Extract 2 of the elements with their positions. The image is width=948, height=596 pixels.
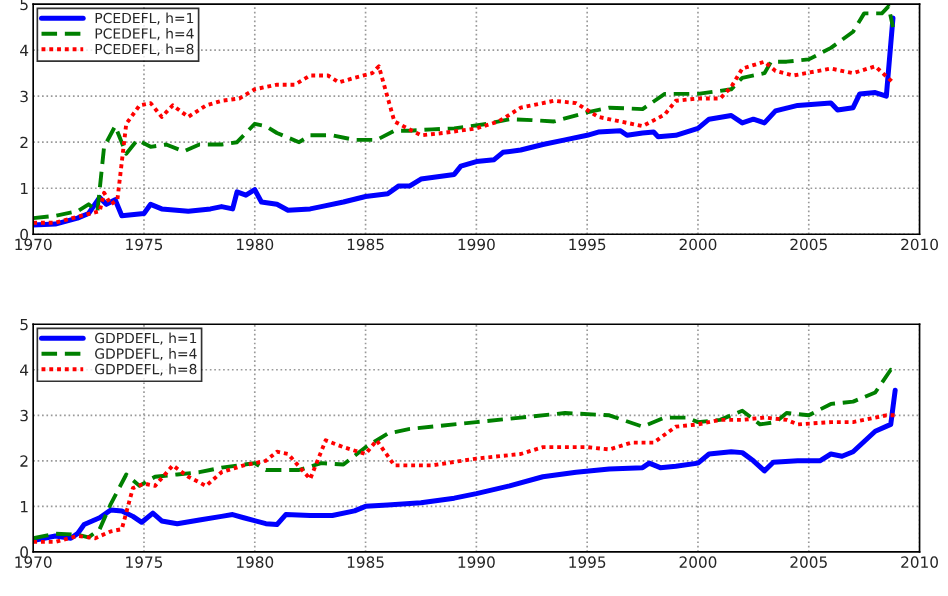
line-series bbox=[33, 59, 895, 225]
line-series bbox=[33, 413, 898, 544]
